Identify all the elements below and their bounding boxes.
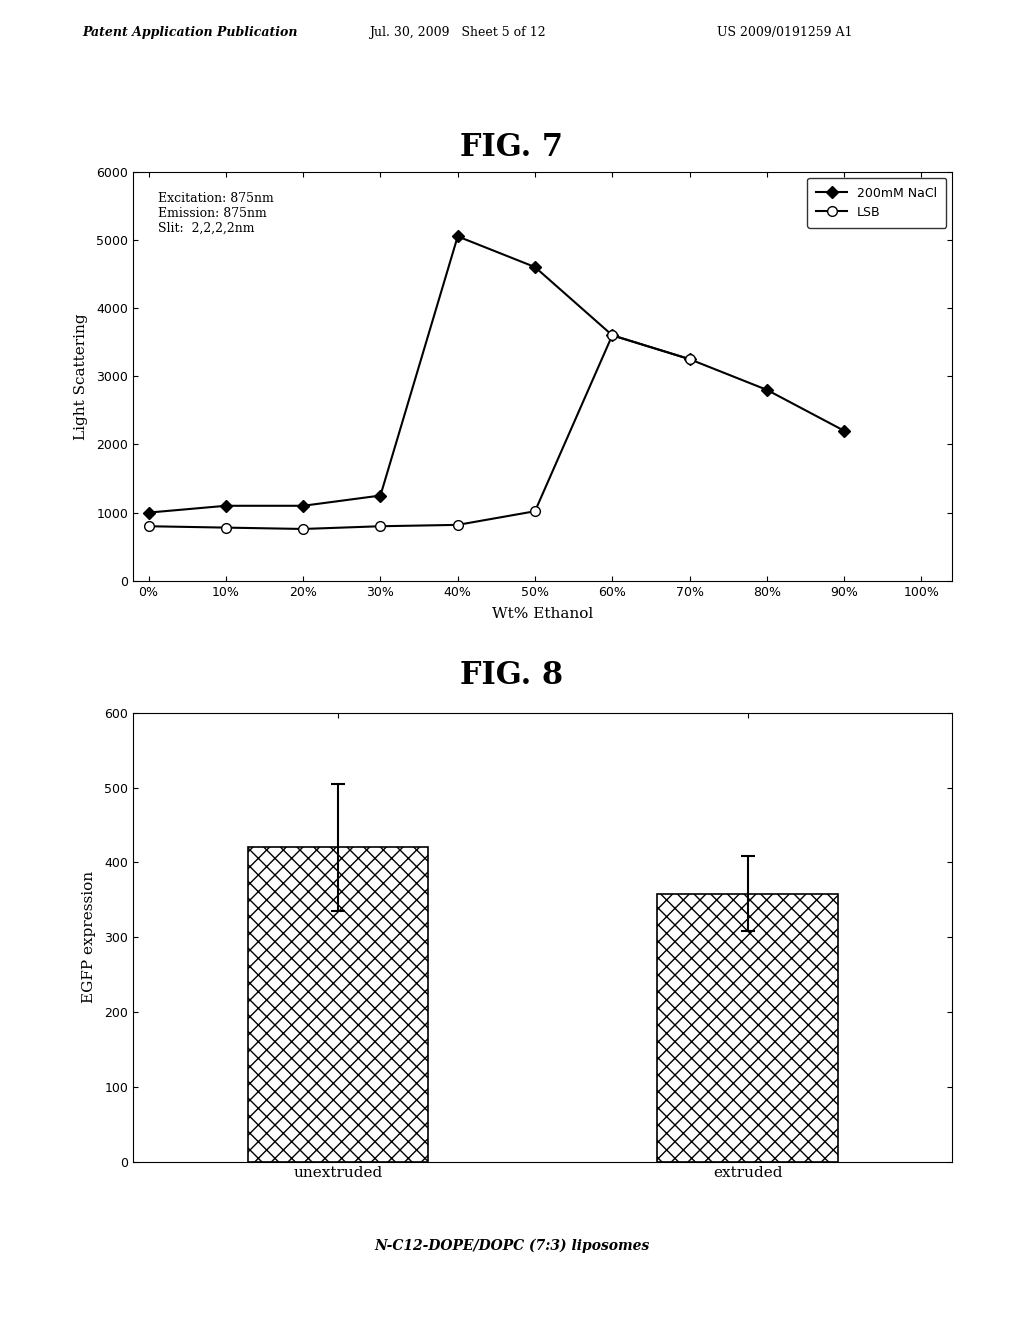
Text: US 2009/0191259 A1: US 2009/0191259 A1: [717, 26, 852, 40]
200mM NaCl: [606, 327, 618, 343]
Y-axis label: EGFP expression: EGFP expression: [82, 871, 96, 1003]
X-axis label: Wt% Ethanol: Wt% Ethanol: [493, 607, 593, 620]
Text: FIG. 8: FIG. 8: [461, 660, 563, 690]
200mM NaCl: [452, 228, 464, 244]
Bar: [657, 894, 838, 1162]
LSB: [683, 351, 695, 367]
200mM NaCl: [375, 487, 387, 503]
200mM NaCl: [528, 259, 541, 275]
200mM NaCl: [220, 498, 232, 513]
Line: 200mM NaCl: 200mM NaCl: [144, 232, 848, 516]
Legend: 200mM NaCl, LSB: 200mM NaCl, LSB: [807, 178, 946, 227]
LSB: [452, 517, 464, 533]
LSB: [297, 521, 309, 537]
Text: Patent Application Publication: Patent Application Publication: [82, 26, 297, 40]
Text: Jul. 30, 2009   Sheet 5 of 12: Jul. 30, 2009 Sheet 5 of 12: [369, 26, 545, 40]
200mM NaCl: [838, 422, 850, 438]
200mM NaCl: [297, 498, 309, 513]
LSB: [142, 519, 155, 535]
Text: FIG. 7: FIG. 7: [461, 132, 563, 162]
LSB: [375, 519, 387, 535]
Text: Excitation: 875nm
Emission: 875nm
Slit:  2,2,2,2nm: Excitation: 875nm Emission: 875nm Slit: …: [158, 191, 273, 235]
Bar: [248, 847, 428, 1162]
Text: N-C12-DOPE/DOPC (7:3) liposomes: N-C12-DOPE/DOPC (7:3) liposomes: [375, 1238, 649, 1253]
200mM NaCl: [761, 381, 773, 397]
LSB: [528, 503, 541, 519]
Y-axis label: Light Scattering: Light Scattering: [74, 313, 88, 440]
200mM NaCl: [142, 504, 155, 520]
200mM NaCl: [683, 351, 695, 367]
LSB: [220, 520, 232, 536]
LSB: [606, 327, 618, 343]
Line: LSB: LSB: [143, 330, 694, 533]
